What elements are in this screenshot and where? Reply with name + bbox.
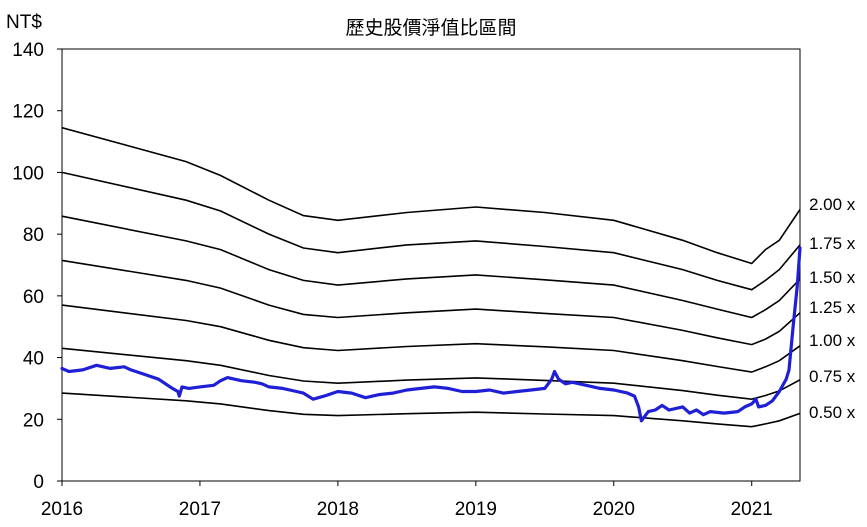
x-tick-label: 2016 bbox=[41, 499, 83, 520]
band-line bbox=[61, 171, 801, 291]
x-tick-label: 2018 bbox=[317, 499, 359, 520]
y-tick-label: 80 bbox=[23, 225, 44, 246]
band-line bbox=[61, 392, 801, 428]
plot-area bbox=[61, 48, 801, 482]
x-tick-label: 2017 bbox=[179, 499, 221, 520]
x-tick-label: 2020 bbox=[593, 499, 635, 520]
band-label: 1.25 x bbox=[809, 298, 856, 317]
band-line bbox=[61, 126, 801, 265]
band-label: 0.75 x bbox=[809, 367, 856, 386]
band-label: 0.50 x bbox=[809, 403, 856, 422]
band-label: 1.50 x bbox=[809, 268, 856, 287]
x-tick-label: 2019 bbox=[455, 499, 497, 520]
y-axis-unit: NT$ bbox=[6, 12, 42, 33]
price-line bbox=[60, 246, 802, 423]
band-label: 1.75 x bbox=[809, 234, 856, 253]
price-series bbox=[60, 246, 802, 423]
y-tick-label: 140 bbox=[12, 40, 44, 61]
y-tick-label: 20 bbox=[23, 410, 44, 431]
y-axis: 0 20 40 60 80 100 120 140 bbox=[12, 40, 62, 493]
band-label: 1.00 x bbox=[809, 331, 856, 350]
x-axis: 2016 2017 2018 2019 2020 2021 bbox=[41, 481, 773, 520]
band-line bbox=[61, 347, 801, 401]
band-line bbox=[61, 304, 801, 373]
chart-title: 歷史股價淨值比區間 bbox=[345, 17, 516, 39]
band-line bbox=[61, 259, 801, 346]
band-lines bbox=[61, 126, 801, 428]
band-label: 2.00 x bbox=[809, 195, 856, 214]
y-tick-label: 40 bbox=[23, 349, 44, 370]
x-tick-label: 2021 bbox=[731, 499, 773, 520]
y-tick-label: 120 bbox=[12, 102, 44, 123]
band-line bbox=[61, 215, 801, 319]
y-tick-label: 100 bbox=[12, 163, 44, 184]
y-tick-label: 60 bbox=[23, 287, 44, 308]
y-tick-label: 0 bbox=[33, 472, 44, 493]
band-labels: 2.00 x 1.75 x 1.50 x 1.25 x 1.00 x 0.75 x 0.50… bbox=[809, 195, 856, 422]
